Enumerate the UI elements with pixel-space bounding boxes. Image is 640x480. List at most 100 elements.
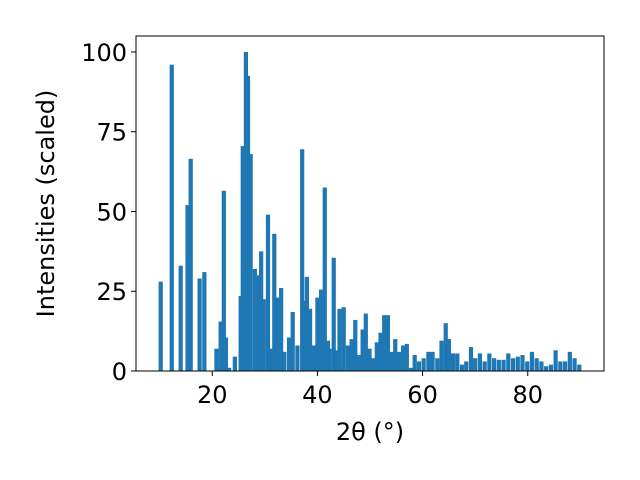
bar <box>275 297 281 371</box>
bar <box>261 299 266 371</box>
x-tick-label: 20 <box>197 381 228 409</box>
bar <box>477 353 483 371</box>
bar <box>572 358 577 371</box>
bar <box>421 358 426 371</box>
bar <box>341 307 346 371</box>
bar <box>221 190 226 371</box>
bar <box>435 358 440 371</box>
bar <box>240 146 245 371</box>
bar <box>356 355 362 371</box>
bar <box>374 342 379 371</box>
bar <box>226 367 232 371</box>
bar <box>202 272 207 371</box>
bar <box>487 353 492 371</box>
x-tick-label: 80 <box>512 381 543 409</box>
bar <box>408 367 414 371</box>
bar <box>450 353 456 371</box>
bar <box>327 348 332 371</box>
y-tick-label: 25 <box>96 278 127 306</box>
bar <box>311 345 316 371</box>
bar <box>360 329 365 371</box>
bar <box>282 351 287 371</box>
bar <box>307 308 313 371</box>
bar <box>259 251 264 371</box>
bar <box>248 154 253 371</box>
bar <box>363 313 368 371</box>
bar <box>496 359 501 371</box>
bar <box>345 345 351 371</box>
bar <box>577 364 582 371</box>
bar <box>197 278 202 371</box>
bar <box>223 337 229 371</box>
bar <box>286 337 292 371</box>
plot-frame <box>135 35 605 372</box>
bar <box>385 315 390 371</box>
bar <box>331 257 336 371</box>
bar <box>544 366 549 371</box>
bar <box>265 214 271 371</box>
bar <box>337 308 342 371</box>
bar <box>218 321 223 371</box>
bar <box>515 356 520 371</box>
bar <box>468 347 474 371</box>
bar <box>443 323 448 371</box>
bar <box>520 355 525 371</box>
bar <box>562 361 568 371</box>
bar <box>455 353 460 371</box>
bar <box>300 149 305 371</box>
bar <box>439 340 444 371</box>
bar <box>548 364 553 371</box>
bar <box>501 359 506 371</box>
bar <box>567 351 572 371</box>
bar <box>353 319 358 371</box>
bar <box>349 339 354 371</box>
bar <box>492 358 497 371</box>
bar <box>416 361 422 371</box>
bar <box>302 300 307 371</box>
bar <box>245 75 251 371</box>
bar <box>473 358 478 371</box>
bar <box>188 158 193 371</box>
bar <box>315 297 320 371</box>
bar <box>185 205 190 371</box>
bar <box>318 289 324 371</box>
y-tick-label: 0 <box>112 358 127 386</box>
y-tick-label: 75 <box>96 119 127 147</box>
bar <box>269 348 274 371</box>
y-tick-label: 100 <box>81 39 127 67</box>
bar <box>252 268 257 371</box>
bar-series <box>158 51 582 372</box>
bar <box>426 351 431 371</box>
bar <box>529 351 535 371</box>
bar <box>272 233 277 371</box>
bar <box>389 351 394 371</box>
bar <box>510 358 516 371</box>
x-axis: 20 40 60 80 <box>197 371 543 409</box>
bar <box>334 350 339 371</box>
bar <box>534 358 539 371</box>
y-tick-label: 50 <box>96 198 127 226</box>
bar <box>396 351 402 371</box>
bar <box>279 288 284 371</box>
bar <box>430 351 435 371</box>
bar <box>255 275 261 371</box>
bar <box>169 64 174 372</box>
x-tick-label: 60 <box>407 381 438 409</box>
bar <box>464 361 469 371</box>
bar <box>290 311 295 371</box>
x-tick-label: 40 <box>302 381 333 409</box>
y-axis-label: Intensities (scaled) <box>32 90 60 318</box>
bar <box>525 361 530 371</box>
bar <box>295 345 300 371</box>
bar <box>382 315 387 371</box>
bar <box>393 339 398 371</box>
bar <box>539 361 544 371</box>
bar <box>158 281 163 371</box>
bar <box>178 265 183 371</box>
bar <box>401 345 406 371</box>
bar <box>378 332 383 371</box>
bar <box>214 348 219 371</box>
bar <box>404 343 409 371</box>
bar <box>412 355 417 371</box>
